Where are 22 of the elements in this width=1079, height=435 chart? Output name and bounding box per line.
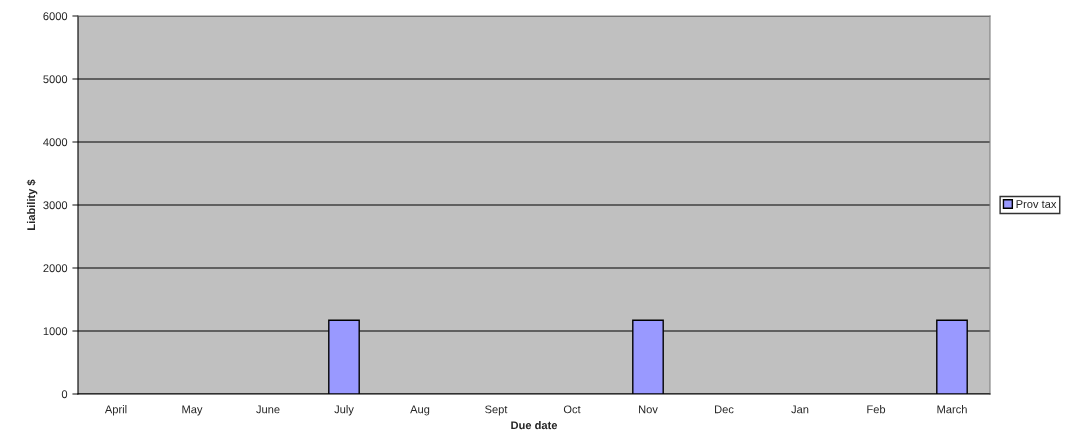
x-tick-label: Feb xyxy=(867,405,886,414)
y-tick-label: 6000 xyxy=(43,12,68,21)
x-tick-label: March xyxy=(937,405,967,414)
legend-label: Prov tax xyxy=(1016,200,1057,209)
x-tick-label: April xyxy=(104,405,127,416)
x-tick-label: May xyxy=(182,405,203,416)
x-tick-label: Dec xyxy=(715,405,734,414)
y-tick-label: 0 xyxy=(61,390,68,399)
y-tick-label: 3000 xyxy=(43,201,68,210)
x-tick-label: Jan xyxy=(791,405,809,414)
x-tick-label: Sept xyxy=(485,405,508,416)
x-tick-label: Nov xyxy=(639,405,658,414)
y-tick-label: 1000 xyxy=(43,327,68,336)
x-tick-label: June xyxy=(256,405,280,414)
x-tick-label: Oct xyxy=(563,405,581,414)
x-axis-title: Due date xyxy=(511,421,558,430)
y-axis-title: Liability $ xyxy=(26,179,38,230)
y-tick-label: 2000 xyxy=(43,264,68,273)
x-tick-label: Aug xyxy=(410,405,430,416)
x-tick-label: July xyxy=(334,405,354,416)
y-tick-label: 5000 xyxy=(43,75,68,84)
y-tick-label: 4000 xyxy=(43,138,68,147)
